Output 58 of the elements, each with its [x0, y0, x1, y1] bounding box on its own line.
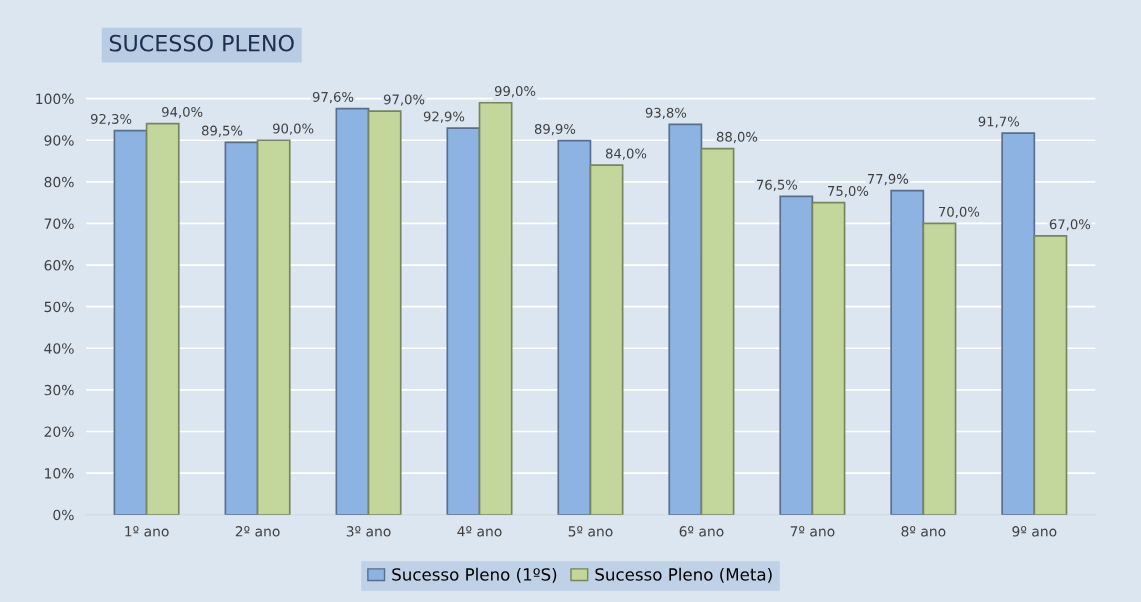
data-label: 70,0% — [939, 206, 980, 219]
bar — [700, 147, 735, 515]
x-tick-label: 6º ano — [679, 526, 724, 537]
x-tick-label: 2º ano — [235, 526, 280, 537]
data-label: 67,0% — [1049, 219, 1091, 231]
y-tick-label: 30% — [44, 384, 74, 396]
data-label: 93,8% — [645, 107, 687, 120]
x-tick-label: 3º ano — [346, 526, 391, 537]
data-label: 89,9% — [534, 123, 576, 136]
y-tick-label: 60% — [44, 260, 74, 271]
data-label: 77,9% — [867, 173, 909, 186]
legend-label: Sucesso Pleno (1ºS) — [392, 567, 557, 583]
y-tick-label: 80% — [44, 176, 74, 188]
data-label: 97,6% — [312, 91, 354, 104]
bar — [811, 201, 846, 515]
x-tick-label: 4º ano — [457, 526, 502, 537]
data-label: 91,7% — [978, 116, 1020, 128]
bar — [145, 122, 180, 515]
bar — [589, 164, 624, 515]
y-tick-label: 50% — [44, 301, 74, 313]
y-tick-label: 70% — [44, 218, 74, 229]
y-tick-label: 40% — [44, 343, 74, 354]
bar — [890, 189, 925, 515]
bar — [113, 129, 148, 515]
data-label: 89,5% — [201, 125, 243, 137]
bar — [256, 139, 291, 515]
x-tick-label: 8º ano — [901, 526, 946, 537]
bar — [1033, 235, 1068, 515]
chart-title: SUCESSO PLENO — [109, 34, 294, 52]
data-label: 75,0% — [828, 185, 869, 198]
bar — [922, 222, 957, 515]
y-tick-label: 90% — [44, 135, 74, 146]
bar — [224, 141, 259, 515]
bar — [668, 123, 703, 515]
bar — [1001, 132, 1036, 515]
x-tick-label: 9º ano — [1012, 526, 1057, 537]
y-tick-label: 20% — [44, 426, 74, 437]
data-label: 90,0% — [272, 123, 314, 135]
bar — [335, 107, 370, 515]
legend-label: Sucesso Pleno (Meta) — [595, 567, 772, 583]
x-tick-label: 5º ano — [568, 526, 613, 537]
data-label: 84,0% — [605, 148, 647, 160]
x-tick-label: 7º ano — [790, 526, 835, 537]
bar — [446, 127, 481, 515]
data-label: 92,9% — [423, 111, 465, 123]
y-tick-label: 0% — [53, 509, 74, 521]
data-label: 99,0% — [494, 86, 536, 98]
x-tick-label: 1º ano — [125, 526, 169, 537]
data-label: 94,0% — [162, 106, 203, 119]
data-label: 88,0% — [716, 131, 758, 144]
y-tick-label: 100% — [36, 93, 74, 105]
bar — [779, 195, 814, 515]
bar — [557, 139, 592, 515]
y-tick-label: 10% — [45, 468, 74, 479]
data-label: 97,0% — [383, 94, 425, 106]
data-label: 76,5% — [756, 179, 798, 192]
data-label: 92,3% — [90, 113, 132, 126]
bar — [367, 110, 402, 515]
